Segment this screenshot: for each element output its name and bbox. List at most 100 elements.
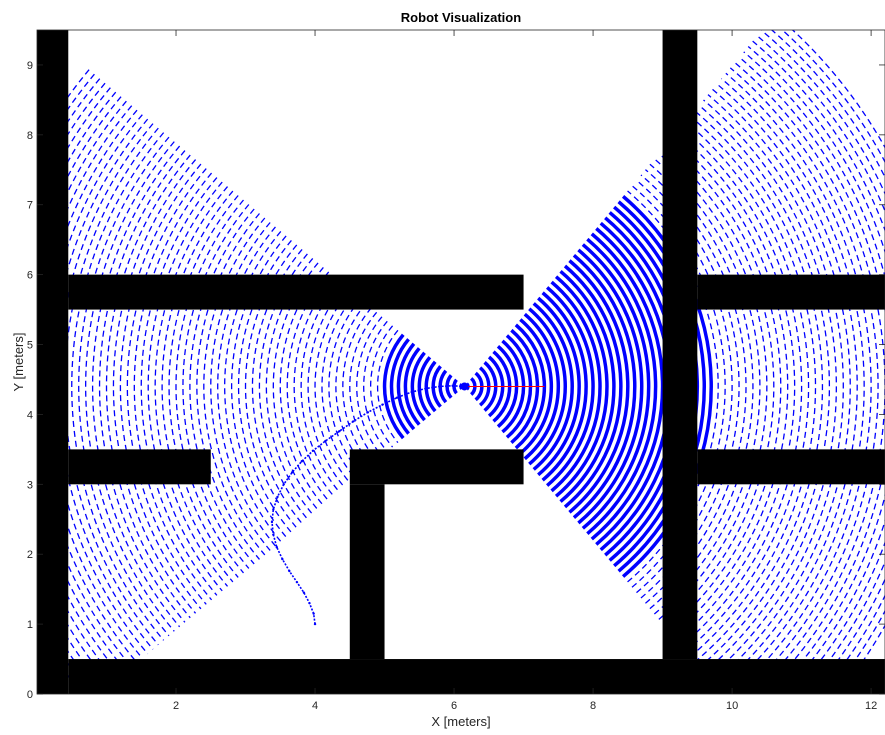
- sensor-ring: [694, 110, 824, 663]
- sensor-ring: [734, 62, 885, 694]
- sensor-ring: [528, 307, 567, 466]
- sensor-ring: [133, 172, 213, 601]
- sensor-ring: [335, 302, 367, 470]
- sensor-ring: [617, 200, 706, 573]
- plot-area: [37, 30, 885, 694]
- sensor-ring: [716, 83, 858, 690]
- trajectory-point: [366, 411, 370, 414]
- sensor-ring: [689, 115, 817, 658]
- sensor-ring: [703, 99, 837, 674]
- sensor-ring: [667, 142, 782, 631]
- y-tick-label: 2: [27, 549, 33, 561]
- y-axis-label: Y [meters]: [11, 332, 26, 391]
- sensor-ring: [410, 351, 426, 422]
- sensor-ring: [230, 235, 287, 538]
- sensor-ring: [725, 72, 872, 694]
- sensor-ring: [119, 163, 202, 610]
- sensor-ring: [577, 248, 644, 525]
- trajectory-point: [312, 612, 315, 615]
- sensor-ring: [314, 289, 351, 484]
- x-tick-label: 8: [590, 700, 596, 712]
- sensor-ring: [140, 177, 218, 596]
- sensor-ring: [537, 296, 581, 477]
- x-tick-label: 10: [726, 700, 738, 712]
- sensor-ring: [554, 275, 609, 498]
- sensor-ring: [662, 147, 775, 626]
- sensor-ring: [586, 237, 658, 536]
- sensor-ring: [671, 136, 789, 636]
- trajectory-point: [290, 471, 294, 474]
- sensor-ring: [98, 150, 186, 623]
- trajectory-point: [438, 385, 441, 388]
- trajectory-point: [308, 601, 311, 605]
- sensor-ring: [37, 96, 122, 677]
- trajectory-point: [295, 580, 299, 584]
- sensor-ring: [658, 153, 768, 620]
- sensor-ring: [147, 181, 223, 592]
- sensor-ring: [738, 56, 885, 694]
- sensor-ring: [370, 325, 394, 448]
- y-tick-label: 3: [27, 479, 33, 491]
- y-tick-label: 1: [27, 619, 33, 631]
- wall-segment: [68, 659, 885, 694]
- trajectory-point: [410, 390, 413, 394]
- sensor-ring: [37, 100, 127, 673]
- sensor-ring: [37, 105, 133, 668]
- trajectory-path: [271, 384, 465, 625]
- wall-segment: [37, 30, 69, 694]
- chart-title: Robot Visualization: [401, 10, 521, 25]
- sensor-ring: [550, 280, 602, 493]
- sensor-ring: [349, 311, 378, 462]
- trajectory-point: [311, 449, 315, 452]
- sensor-ring: [382, 333, 405, 440]
- trajectory-point: [395, 396, 399, 399]
- sensor-ring: [523, 312, 560, 461]
- sensor-ring: [78, 136, 170, 637]
- wall-segment: [68, 449, 211, 485]
- sensor-ring: [743, 51, 885, 694]
- trajectory-point: [281, 557, 284, 561]
- trajectory-point: [276, 495, 279, 499]
- y-tick-label: 8: [27, 130, 33, 142]
- x-tick-label: 2: [173, 700, 179, 712]
- sensor-ring: [568, 259, 630, 514]
- trajectory-point: [270, 520, 274, 524]
- sensor-ring: [712, 88, 851, 685]
- wall-segment: [349, 484, 385, 660]
- sensor-ring: [685, 120, 810, 652]
- map-walls: [37, 30, 885, 694]
- y-tick-label: 0: [27, 689, 33, 701]
- sensor-ring: [272, 262, 319, 511]
- sensor-ring: [189, 208, 255, 565]
- sensor-ring: [729, 67, 879, 694]
- trajectory-point: [272, 533, 275, 536]
- sensor-ring: [698, 104, 830, 669]
- trajectory-point: [381, 403, 384, 406]
- sensor-ring: [417, 356, 432, 417]
- trajectory-point: [302, 591, 306, 594]
- sensor-ring: [126, 168, 207, 605]
- robot-marker: [460, 382, 545, 391]
- trajectory-point: [324, 439, 327, 443]
- sensor-ring: [532, 302, 574, 471]
- sensor-ring: [154, 186, 229, 587]
- sensor-ring: [92, 145, 181, 628]
- sensor-ring: [563, 264, 623, 509]
- trajectory-point: [313, 622, 317, 626]
- trajectory-point: [275, 546, 278, 549]
- robot-trajectory: [270, 384, 466, 626]
- sensor-ring: [356, 316, 383, 457]
- trajectory-point: [272, 508, 275, 511]
- x-tick-label: 4: [312, 700, 318, 712]
- robot-center: [460, 382, 469, 391]
- sensor-ring: [572, 253, 637, 519]
- sensor-ring: [707, 94, 844, 679]
- sensor-ring: [581, 243, 651, 530]
- trajectory-point: [352, 420, 355, 423]
- x-tick-label: 6: [451, 700, 457, 712]
- sensor-ring: [636, 179, 733, 594]
- sensor-ring: [37, 109, 138, 664]
- sensor-ring: [376, 329, 399, 444]
- sensor-ring: [720, 78, 865, 694]
